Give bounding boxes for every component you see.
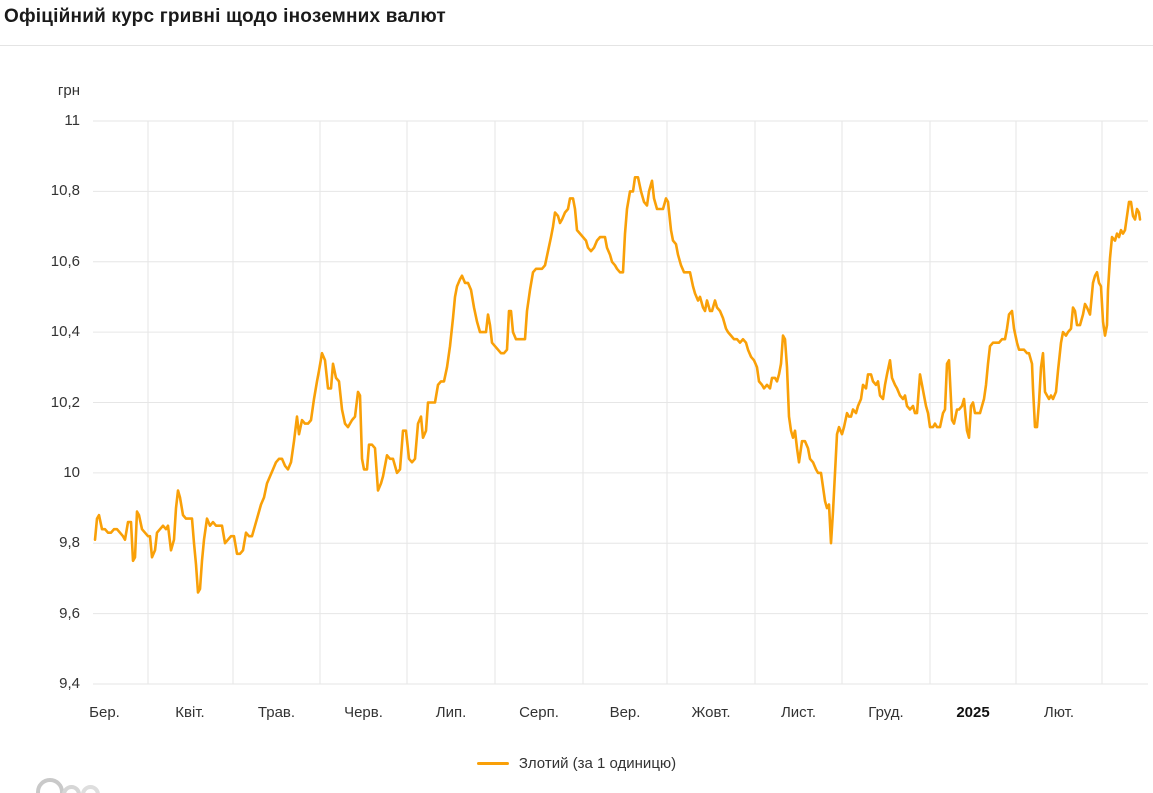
x-tick-label: Жовт. (691, 704, 731, 721)
x-tick-label: Лист. (780, 704, 817, 721)
y-tick-label: 10,8 (50, 182, 80, 200)
x-tick-label: Вер. (609, 704, 641, 721)
x-tick-label: Бер. (89, 704, 120, 721)
x-tick-label: Трав. (257, 704, 296, 721)
legend-item-zloty[interactable]: Злотий (за 1 одиницю) (0, 750, 1153, 776)
x-tick-label: Квіт. (175, 704, 205, 721)
clipped-content-fragment (81, 785, 100, 793)
clipped-content-fragment (36, 778, 64, 793)
y-tick-label: 9,8 (59, 534, 80, 552)
x-tick-label: Серп. (519, 704, 559, 721)
x-tick-label: Лип. (435, 704, 467, 721)
x-tick-label: Груд. (868, 704, 904, 721)
x-tick-label: Лют. (1043, 704, 1075, 721)
legend-line-swatch (476, 761, 509, 765)
y-axis-unit-label: грн (57, 82, 80, 99)
x-tick-label: Черв. (344, 704, 383, 721)
y-tick-label: 10,2 (50, 393, 80, 411)
series-line[interactable] (93, 176, 1142, 594)
y-tick-label: 10,6 (50, 252, 80, 270)
clipped-content-fragment (62, 785, 81, 793)
y-tick-label: 11 (64, 112, 80, 129)
y-tick-label: 10,4 (50, 323, 80, 341)
y-tick-label: 9,6 (59, 604, 80, 622)
y-tick-label: 9,4 (59, 675, 80, 692)
title-divider (0, 45, 1153, 46)
x-tick-label: 2025 (956, 704, 990, 721)
legend-label: Злотий (за 1 одиницю) (518, 754, 677, 772)
y-tick-label: 10 (63, 463, 80, 481)
page-title: Офіційний курс гривні щодо іноземних вал… (4, 6, 446, 27)
